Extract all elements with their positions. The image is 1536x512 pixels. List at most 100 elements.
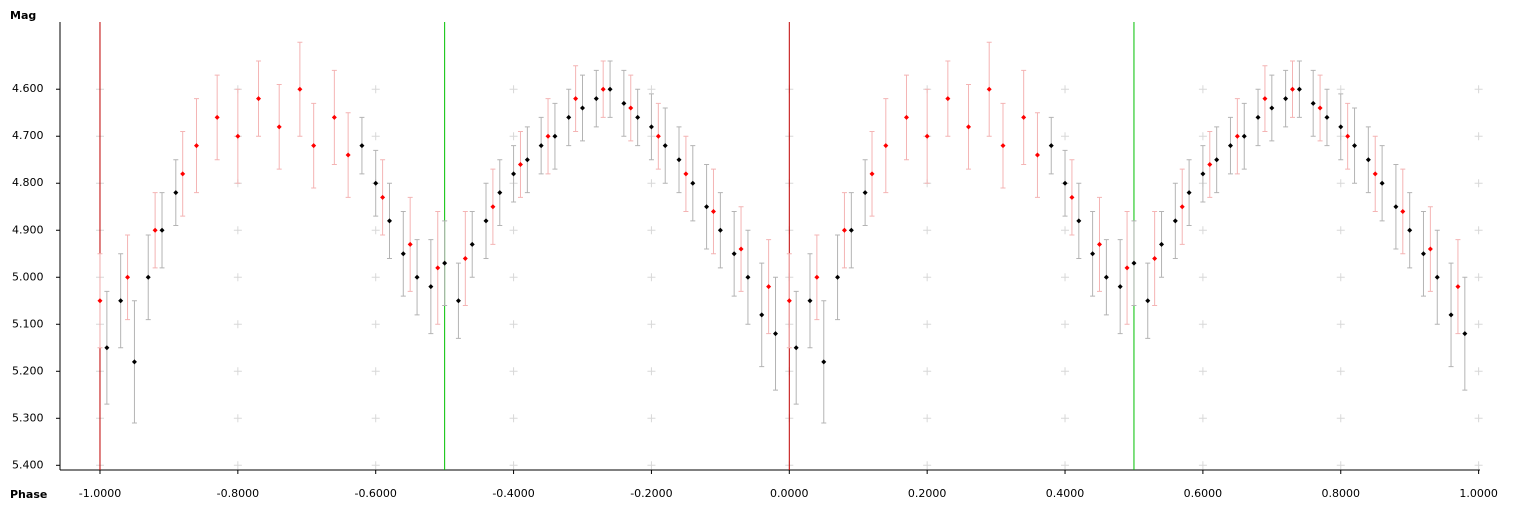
y-tick-label: 4.900 [12,223,44,236]
data-point [469,241,475,247]
data-point [97,298,103,304]
data-point [793,345,799,351]
data-point [1420,251,1426,257]
data-point [483,218,489,224]
grid-cross [371,226,380,235]
grid-cross [1474,273,1483,282]
grid-cross [371,132,380,141]
y-tick-label: 5.100 [12,317,44,330]
data-point [235,133,241,139]
data-point [1455,284,1461,290]
data-point [159,227,165,233]
y-tick-label: 5.400 [12,458,44,471]
data-point [1462,331,1468,337]
data-point [814,274,820,280]
data-point [924,133,930,139]
data-point [1434,274,1440,280]
data-point [214,114,220,120]
data-point [731,251,737,257]
y-tick-label: 5.200 [12,364,44,377]
data-point [345,152,351,158]
data-point [773,331,779,337]
x-tick-label: 0.2000 [908,487,947,500]
data-point [173,190,179,196]
x-tick-label: 0.8000 [1322,487,1361,500]
grid-cross [1061,226,1070,235]
data-point [628,105,634,111]
data-point [1124,265,1130,271]
data-point [745,274,751,280]
data-point [1338,124,1344,130]
data-point [104,345,110,351]
data-point [848,227,854,233]
data-point [490,204,496,210]
data-point [1048,143,1054,149]
y-tick-label: 4.600 [12,82,44,95]
grid-cross [371,320,380,329]
data-point [1379,180,1385,186]
grid-cross [1474,85,1483,94]
x-tick-label: 0.6000 [1184,487,1223,500]
grid-cross [647,179,656,188]
data-point [655,133,661,139]
grid-cross [233,367,242,376]
data-point [1117,284,1123,290]
grid-cross [1474,320,1483,329]
y-tick-label: 4.700 [12,129,44,142]
data-point [1234,133,1240,139]
grid-cross [647,461,656,470]
data-point [883,143,889,149]
data-point [1103,274,1109,280]
data-point [442,260,448,266]
grid-cross [371,85,380,94]
x-axis-label: Phase [10,488,47,501]
data-point [1172,218,1178,224]
data-point [428,284,434,290]
grid-cross [1198,273,1207,282]
data-point [1352,143,1358,149]
data-point [497,190,503,196]
data-point [276,124,282,130]
data-point [1200,171,1206,177]
data-point [759,312,765,318]
data-point [635,114,641,120]
data-point [1214,157,1220,163]
grid-cross [1336,273,1345,282]
grid-cross [1336,179,1345,188]
grid-cross [1336,367,1345,376]
data-point [1283,96,1289,102]
y-tick-label: 5.300 [12,411,44,424]
data-point [538,143,544,149]
data-point [566,114,572,120]
data-point [704,204,710,210]
data-point [786,298,792,304]
data-point [1062,180,1068,186]
data-point [1000,143,1006,149]
grid-cross [1061,461,1070,470]
data-point [1262,96,1268,102]
data-point [1427,246,1433,252]
grid-cross [1198,226,1207,235]
data-point [1255,114,1261,120]
grid-cross [233,226,242,235]
grid-cross [1474,414,1483,423]
grid-cross [233,414,242,423]
data-point [1186,190,1192,196]
grid-cross [923,367,932,376]
data-point [945,96,951,102]
data-point [738,246,744,252]
data-point [256,96,262,102]
grid-cross [509,132,518,141]
data-point [1448,312,1454,318]
data-point [1372,171,1378,177]
grid-cross [647,226,656,235]
x-tick-label: -0.8000 [217,487,259,500]
grid-cross [647,414,656,423]
grid-cross [509,273,518,282]
data-point [676,157,682,163]
data-point [545,133,551,139]
data-point [593,96,599,102]
grid-cross [647,85,656,94]
grid-cross [509,320,518,329]
